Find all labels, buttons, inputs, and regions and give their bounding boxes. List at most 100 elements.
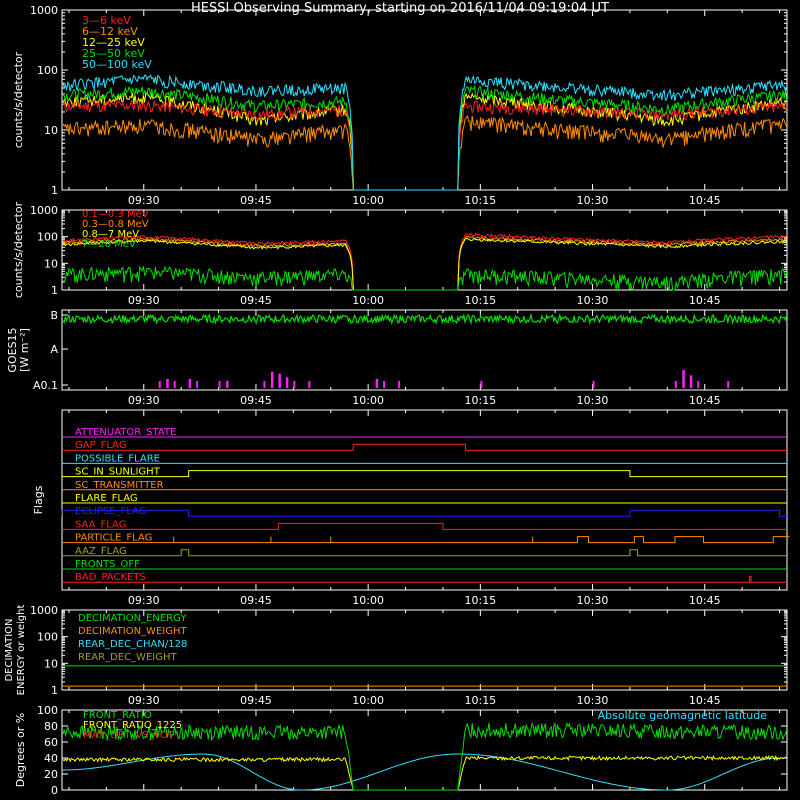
x-tick-label: 09:45 xyxy=(240,394,272,407)
x-tick-label: 10:45 xyxy=(689,394,721,407)
x-tick-label: 09:30 xyxy=(128,694,160,707)
x-tick-label: 10:30 xyxy=(577,394,609,407)
legend-entry: 6—12 keV xyxy=(82,25,138,38)
y-tick-label: 1000 xyxy=(30,604,58,617)
plot-frame xyxy=(61,309,788,391)
x-tick-label: 09:30 xyxy=(128,294,160,307)
y-axis-label: counts/s/detector xyxy=(12,201,25,298)
goes-short-spike xyxy=(308,381,311,388)
legend-entry: DECIMATION_WEIGHT xyxy=(78,626,187,637)
flag-label: ECLIPSE_FLAG xyxy=(75,506,146,517)
flag-label: FLARE_FLAG xyxy=(75,493,138,504)
goes-short-spike xyxy=(263,381,266,388)
flag-label: AAZ_FLAG xyxy=(75,546,127,557)
series-line xyxy=(62,114,788,191)
x-tick-label: 09:45 xyxy=(240,594,272,607)
y-tick-label: 80 xyxy=(44,720,58,733)
goes-short-spike xyxy=(270,371,274,388)
y-tick-label: 40 xyxy=(44,752,58,765)
flag-label: SAA_FLAG xyxy=(75,519,126,530)
y-axis-label: ENERGY or weight xyxy=(16,605,27,696)
x-tick-label: 10:45 xyxy=(689,294,721,307)
flag-label: GAP_FLAG xyxy=(75,440,127,451)
x-tick-label: 10:15 xyxy=(464,394,496,407)
goes-short-spike xyxy=(226,380,229,388)
series-line xyxy=(62,74,788,191)
x-tick-label: 10:00 xyxy=(352,194,384,207)
legend-entry: MAX_DET_VS_TOT xyxy=(83,730,175,741)
legend-entry: 0.1—0.3 MeV xyxy=(82,209,149,220)
legend-entry: 7—20 MeV xyxy=(82,239,136,250)
y-tick-label: 100 xyxy=(37,64,58,77)
x-tick-label: 09:30 xyxy=(128,194,160,207)
flag-line xyxy=(62,549,787,557)
x-tick-label: 09:45 xyxy=(240,694,272,707)
goes-short-spike xyxy=(697,381,700,388)
x-tick-label: 09:30 xyxy=(128,594,160,607)
goes-short-spike xyxy=(218,381,221,388)
series-line xyxy=(62,98,788,191)
legend-entry: DECIMATION_ENERGY xyxy=(78,613,187,624)
y-tick-label: 100 xyxy=(37,631,58,644)
x-tick-label: 10:00 xyxy=(352,294,384,307)
x-tick-label: 10:45 xyxy=(689,594,721,607)
goes-short-spike xyxy=(278,373,281,388)
flag-line xyxy=(62,575,787,583)
legend-entry: FRONT_RATIO_1225 xyxy=(83,720,182,731)
goes-short-spike xyxy=(383,381,386,388)
x-tick-label: 09:30 xyxy=(128,394,160,407)
annotation-label: Absolute geomagnetic latitude xyxy=(598,709,768,722)
goes-short-spike xyxy=(480,381,483,388)
x-tick-label: 10:30 xyxy=(577,594,609,607)
legend-entry: 0.8—7 MeV xyxy=(82,229,139,240)
series-line xyxy=(62,235,787,291)
y-axis-label: GOES15 xyxy=(6,327,19,372)
plot-frame xyxy=(61,409,788,591)
x-tick-label: 10:00 xyxy=(352,694,384,707)
flag-label: BAD_PACKETS xyxy=(75,572,146,583)
legend-entry: 12—25 keV xyxy=(82,36,145,49)
series-line xyxy=(62,264,788,292)
y-tick-label: 10 xyxy=(44,124,58,137)
y-tick-label: 60 xyxy=(44,736,58,749)
series-line xyxy=(62,232,787,291)
series-line xyxy=(62,312,788,326)
goes-short-spike xyxy=(173,381,176,388)
legend-entry: 25—50 keV xyxy=(82,47,145,60)
flag-line xyxy=(62,443,787,451)
goes-short-spike xyxy=(398,381,401,388)
x-tick-label: 10:15 xyxy=(464,694,496,707)
y-axis-unit: [W m⁻²] xyxy=(18,328,31,372)
series-line xyxy=(62,84,788,191)
y-tick-label: A xyxy=(50,343,58,356)
legend-entry: 3—6 keV xyxy=(82,14,131,27)
flag-label: SC_TRANSMITTER xyxy=(75,480,164,491)
y-tick-label: 1 xyxy=(51,184,58,197)
flag-label: POSSIBLE_FLARE xyxy=(75,453,160,464)
legend-entry: 50—100 keV xyxy=(82,58,152,71)
y-tick-label: 0 xyxy=(51,784,58,797)
y-tick-label: 100 xyxy=(37,704,58,717)
goes-short-spike xyxy=(375,379,379,388)
series-line xyxy=(62,753,786,791)
y-tick-label: 1000 xyxy=(30,4,58,17)
goes-short-spike xyxy=(293,381,296,388)
flag-label: SC_IN_SUNLIGHT xyxy=(75,467,161,478)
goes-short-spike xyxy=(196,381,199,388)
x-tick-label: 10:30 xyxy=(577,294,609,307)
y-tick-label: 10 xyxy=(44,257,58,270)
plot-frame xyxy=(61,609,788,691)
y-tick-label: 1 xyxy=(51,684,58,697)
flag-line xyxy=(62,522,787,530)
y-tick-label: 20 xyxy=(44,768,58,781)
series-line xyxy=(62,721,788,791)
y-axis-label: Degrees or % xyxy=(14,713,27,787)
y-tick-label: 100 xyxy=(37,231,58,244)
flag-line xyxy=(62,470,787,478)
series-line xyxy=(62,92,787,191)
flag-label: PARTICLE_FLAG xyxy=(75,533,152,544)
y-tick-label: A0.1 xyxy=(33,379,58,392)
goes-short-spike xyxy=(682,370,685,388)
y-tick-label: B xyxy=(50,309,58,322)
x-tick-label: 10:00 xyxy=(352,594,384,607)
